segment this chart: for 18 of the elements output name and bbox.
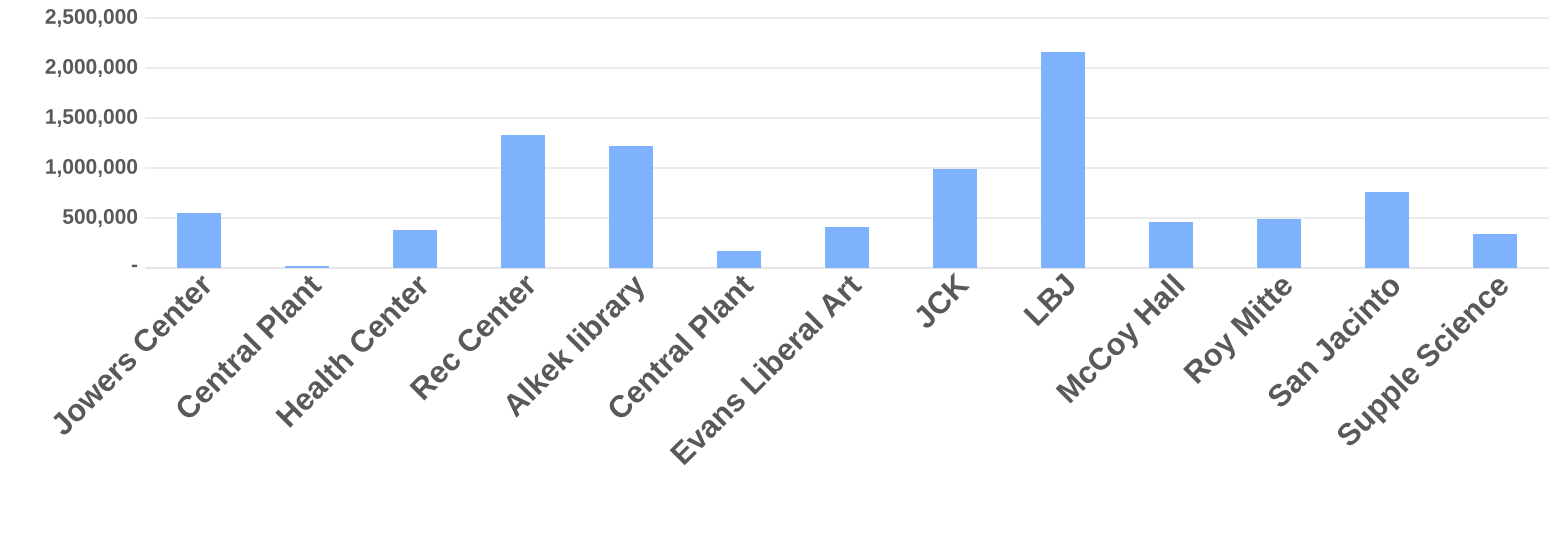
y-tick-label: 1,500,000	[46, 109, 138, 127]
bar	[933, 169, 978, 268]
y-tick-label: 1,000,000	[46, 159, 138, 177]
bar	[1149, 222, 1194, 268]
bar	[177, 213, 221, 268]
y-tick-label: 2,500,000	[45, 9, 138, 27]
bar	[1257, 219, 1302, 268]
y-tick-label: 500,000	[62, 209, 138, 227]
bar	[609, 146, 654, 268]
bar	[501, 135, 546, 268]
y-tick-label: -	[131, 264, 138, 268]
bar	[1365, 192, 1410, 268]
bar	[825, 227, 870, 268]
bar	[717, 251, 762, 268]
bar	[393, 230, 437, 268]
bar	[1041, 52, 1086, 268]
bar	[1473, 234, 1518, 268]
y-tick-label: 2,000,000	[45, 59, 138, 77]
